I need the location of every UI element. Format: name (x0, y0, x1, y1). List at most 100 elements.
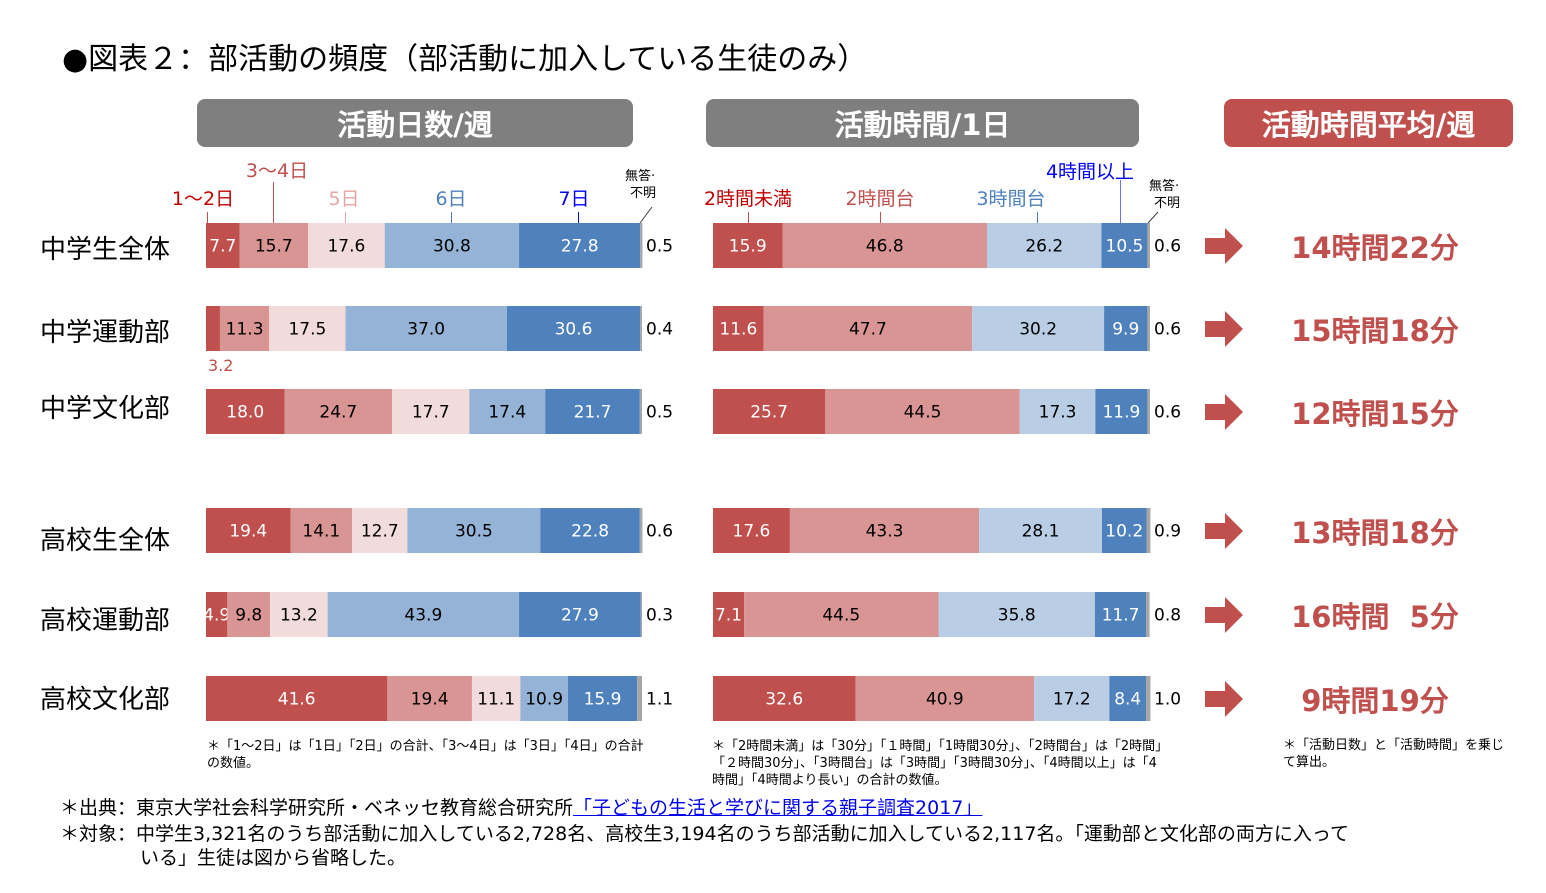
bar-segment-days-5-4 (567, 676, 638, 721)
leader-line (1147, 211, 1159, 224)
bar-segment-time-2-0 (713, 389, 826, 434)
note-time: ＊「2時間未満」は「30分」「１時間」「1時間30分」、「2時間台」は「2時間」… (712, 739, 1162, 788)
right-arrow-icon (1205, 393, 1243, 430)
legend-time-no-answer: 無答· 不明 (1148, 178, 1180, 212)
data-label: 11.1 (477, 690, 515, 710)
row-label: 中学運動部 (40, 318, 171, 348)
data-label: 1.0 (1154, 690, 1181, 710)
header-activity-days: 活動日数/週 (197, 99, 633, 147)
legend-days-6: 6日 (435, 188, 467, 210)
bar-segment-time-5-2 (1034, 676, 1110, 721)
data-label: 21.7 (574, 403, 612, 423)
legend-tick (207, 212, 208, 226)
data-label: 17.6 (327, 237, 365, 257)
no-answer-line2: 不明 (1154, 196, 1181, 211)
bar-segment-days-5-5 (637, 676, 642, 721)
legend-tick (1037, 212, 1038, 226)
legend-tick (1120, 180, 1121, 226)
bar-segment-days-3-0 (206, 508, 291, 553)
bar-segment-days-0-1 (239, 223, 309, 268)
legend-time-3h: 3時間台 (976, 188, 1046, 210)
row-label: 中学文化部 (40, 394, 171, 424)
data-label: 0.5 (646, 237, 673, 257)
row-label: 高校文化部 (40, 685, 171, 715)
target-line2: いる」生徒は図から省略した。 (140, 847, 407, 869)
leader-line (639, 206, 653, 224)
data-label: 32.6 (765, 690, 803, 710)
legend-tick (578, 212, 579, 226)
bar-segment-time-5-3 (1109, 676, 1147, 721)
bar-segment-days-1-3 (345, 306, 507, 351)
bar-segment-time-5-4 (1146, 676, 1151, 721)
data-label: 1.1 (646, 690, 673, 710)
bar-segment-days-0-0 (206, 223, 240, 268)
bar-segment-days-2-5 (639, 389, 642, 434)
data-label: 0.6 (1154, 403, 1181, 423)
data-label: 0.6 (1154, 237, 1181, 257)
bar-segment-days-1-1 (219, 306, 270, 351)
data-label: 10.9 (525, 690, 563, 710)
data-label: 24.7 (319, 403, 357, 423)
bar-segment-days-4-5 (640, 592, 642, 637)
legend-tick (451, 212, 452, 226)
bar-segment-time-3-3 (1101, 508, 1147, 553)
bar-segment-days-3-3 (407, 508, 541, 553)
legend-time-4h-plus: 4時間以上 (1045, 161, 1135, 183)
legend-time-under-2h: 2時間未満 (703, 188, 793, 210)
bar-segment-time-1-0 (713, 306, 764, 351)
data-label: 11.3 (226, 320, 264, 340)
header-activity-time: 活動時間/1日 (706, 99, 1139, 147)
data-label: 0.4 (646, 320, 673, 340)
data-label: 0.5 (646, 403, 673, 423)
data-label: 10.5 (1106, 237, 1144, 257)
bar-segment-time-2-2 (1019, 389, 1096, 434)
bar-segment-days-1-4 (506, 306, 641, 351)
data-label: 9.8 (235, 606, 262, 626)
data-label: 17.7 (412, 403, 450, 423)
data-label: 14.1 (302, 522, 340, 542)
bar-segment-time-3-1 (789, 508, 980, 553)
data-label: 27.8 (561, 237, 599, 257)
figure-title: ●図表２：部活動の頻度（部活動に加入している生徒のみ） (62, 42, 868, 77)
data-label: 41.6 (278, 690, 316, 710)
data-label: 18.0 (226, 403, 264, 423)
data-label: 9.9 (1112, 320, 1139, 340)
data-label: 15.9 (584, 690, 622, 710)
bar-segment-time-2-4 (1147, 389, 1150, 434)
bar-segment-time-1-2 (972, 306, 1105, 351)
data-label: 11.6 (719, 320, 757, 340)
bar-segment-days-4-2 (270, 592, 328, 637)
bar-segment-time-5-0 (713, 676, 856, 721)
data-label: 15.7 (255, 237, 293, 257)
source-line: ＊出典：東京大学社会科学研究所・ベネッセ教育総合研究所「子どもの生活と学びに関す… (60, 797, 982, 820)
data-label: 30.8 (433, 237, 471, 257)
data-label: 11.9 (1102, 403, 1140, 423)
bar-segment-time-2-1 (825, 389, 1020, 434)
data-label: 43.3 (866, 522, 904, 542)
weekly-average-value: 13時間18分 (1291, 515, 1459, 550)
data-label: 0.9 (1154, 522, 1181, 542)
bar-segment-time-0-3 (1101, 223, 1148, 268)
right-arrow-icon (1205, 310, 1243, 347)
bar-segment-days-4-0 (206, 592, 228, 637)
data-label: 25.7 (750, 403, 788, 423)
data-label: 28.1 (1022, 522, 1060, 542)
legend-days-7: 7日 (558, 188, 590, 210)
bar-segment-days-2-1 (284, 389, 393, 434)
bar-segment-days-2-2 (392, 389, 470, 434)
weekly-average-value: 14時間22分 (1291, 230, 1459, 265)
source-prefix: ＊出典：東京大学社会科学研究所・ベネッセ教育総合研究所 (60, 797, 574, 819)
data-label: 12.7 (361, 522, 399, 542)
legend-time-2h: 2時間台 (845, 188, 915, 210)
bar-segment-time-0-4 (1147, 223, 1150, 268)
source-link[interactable]: 「子どもの生活と学びに関する親子調査2017」 (573, 797, 983, 819)
weekly-average-value: 12時間15分 (1291, 396, 1459, 431)
no-answer-line1: 無答· (1148, 179, 1180, 194)
no-answer-line1: 無答· (624, 169, 656, 184)
bar-segment-time-3-0 (713, 508, 790, 553)
row-label: 中学生全体 (40, 235, 171, 265)
data-label: 0.8 (1154, 606, 1181, 626)
legend-tick (748, 212, 749, 226)
bar-segment-time-4-0 (713, 592, 745, 637)
